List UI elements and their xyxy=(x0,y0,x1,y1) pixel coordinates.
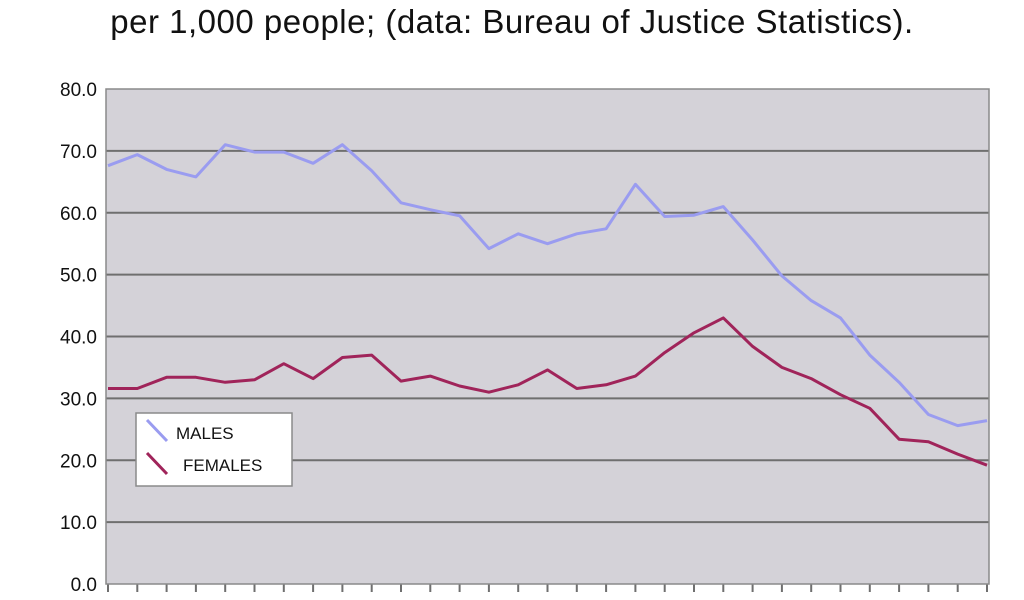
legend-label-females: FEMALES xyxy=(183,456,262,475)
y-tick-label: 40.0 xyxy=(60,328,97,349)
y-tick-label: 50.0 xyxy=(60,266,97,287)
series-line-females xyxy=(108,316,988,467)
y-tick-label: 30.0 xyxy=(60,389,97,410)
y-tick-label: 80.0 xyxy=(60,80,97,101)
y-tick-label: 0.0 xyxy=(71,575,97,596)
y-tick-label: 10.0 xyxy=(60,513,97,534)
chart-title: per 1,000 people; (data: Bureau of Justi… xyxy=(110,3,914,40)
x-axis-ticks xyxy=(107,584,988,592)
legend-swatch-females xyxy=(145,451,169,476)
plot-frame xyxy=(105,88,990,585)
legend-box xyxy=(135,412,293,487)
legend: MALES FEMALES xyxy=(135,412,293,487)
series-line-males xyxy=(107,143,988,428)
y-axis-tick-labels: 0.0 10.0 20.0 30.0 40.0 50.0 60.0 70.0 80.0 xyxy=(60,80,97,596)
legend-label-males: MALES xyxy=(176,424,234,443)
y-tick-label: 20.0 xyxy=(60,451,97,472)
y-tick-label: 60.0 xyxy=(60,204,97,225)
y-tick-label: 70.0 xyxy=(60,142,97,163)
gridlines xyxy=(106,149,989,524)
legend-swatch-males xyxy=(145,418,169,443)
series-lines xyxy=(107,143,988,467)
